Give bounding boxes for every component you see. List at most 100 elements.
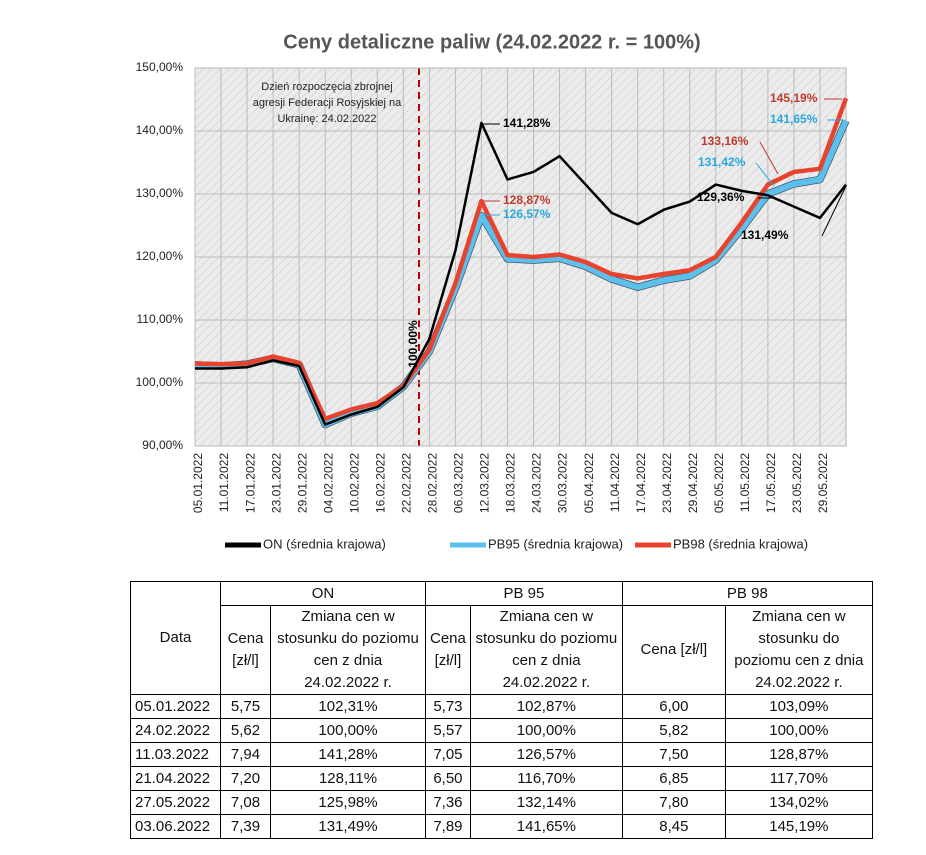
annotation: 131,49% bbox=[741, 228, 789, 242]
table-row: 03.06.2022 7,39 131,49% 7,89 141,65% 8,45 145,… bbox=[130, 814, 873, 839]
table-cell: 132,14% bbox=[469, 790, 623, 815]
y-tick-label: 150,00% bbox=[136, 60, 184, 74]
annotation: 141,28% bbox=[503, 116, 551, 130]
chart-title: Ceny detaliczne paliw (24.02.2022 r. = 1… bbox=[283, 31, 700, 53]
table-cell: 21.04.2022 bbox=[130, 766, 221, 791]
table-cell: Data bbox=[130, 581, 221, 695]
table-cell: 7,94 bbox=[220, 742, 271, 767]
x-tick-label: 23.05.2022 bbox=[790, 453, 804, 513]
table-cell: 8,45 bbox=[621, 814, 726, 839]
annotation: 145,19% bbox=[770, 91, 818, 105]
table-cell: 131,49% bbox=[270, 814, 426, 839]
annotation: 141,65% bbox=[770, 112, 818, 126]
table-cell: Cena [zł/l] bbox=[220, 605, 271, 695]
table-cell: 6,85 bbox=[621, 766, 726, 791]
x-tick-label: 29.05.2022 bbox=[816, 453, 830, 513]
table-row: 24.02.2022 5,62 100,00% 5,57 100,00% 5,82 100,… bbox=[130, 718, 873, 743]
leader-line bbox=[755, 162, 775, 187]
table-cell: 7,80 bbox=[621, 790, 726, 815]
table-cell: 102,31% bbox=[270, 694, 426, 719]
annotation: 131,42% bbox=[698, 155, 746, 169]
table-cell: PB 98 bbox=[621, 581, 873, 606]
legend-label: ON (średnia krajowa) bbox=[263, 536, 386, 551]
y-tick-label: 110,00% bbox=[137, 312, 184, 326]
x-tick-label: 18.03.2022 bbox=[504, 453, 518, 513]
table-cell: 5,75 bbox=[220, 694, 271, 719]
table-cell: 128,11% bbox=[270, 766, 426, 791]
x-tick-label: 29.01.2022 bbox=[295, 453, 309, 513]
table-cell: 100,00% bbox=[270, 718, 426, 743]
leader-line bbox=[759, 141, 779, 175]
series-line bbox=[194, 97, 849, 422]
x-tick-label: 17.01.2022 bbox=[243, 453, 257, 513]
table-row: Cena [zł/l] Zmiana cen w stosunku do pozi… bbox=[131, 605, 873, 695]
x-tick-label: 23.04.2022 bbox=[660, 453, 674, 513]
table-cell: 6,00 bbox=[621, 694, 726, 719]
table-cell: 5,62 bbox=[220, 718, 271, 743]
price-table: Data ON PB 95 PB 98 Cena [zł/l] Zmiana cen w … bbox=[130, 581, 873, 839]
annotation: 128,87% bbox=[503, 193, 551, 207]
x-tick-label: 11.04.2022 bbox=[608, 453, 622, 512]
table-cell: 102,87% bbox=[469, 694, 623, 719]
y-tick-label: 130,00% bbox=[136, 186, 184, 200]
x-tick-label: 24.03.2022 bbox=[530, 453, 544, 513]
x-tick-label: 05.05.2022 bbox=[712, 453, 726, 513]
table-cell: 145,19% bbox=[724, 814, 873, 839]
x-tick-label: 29.04.2022 bbox=[686, 453, 700, 513]
table-cell: ON bbox=[220, 581, 426, 606]
y-tick-label: 100,00% bbox=[136, 375, 184, 389]
table-cell: 5,82 bbox=[621, 718, 726, 743]
table-cell: 7,50 bbox=[621, 742, 726, 767]
x-tick-label: 16.02.2022 bbox=[373, 453, 387, 513]
table-cell: 7,39 bbox=[220, 814, 271, 839]
annotation: 126,57% bbox=[503, 207, 551, 221]
table-cell: 100,00% bbox=[469, 718, 623, 743]
leader-line bbox=[821, 185, 847, 237]
table-cell: 141,65% bbox=[469, 814, 623, 839]
table-cell: 128,87% bbox=[724, 742, 873, 767]
x-tick-label: 11.05.2022 bbox=[738, 453, 752, 512]
table-cell: 134,02% bbox=[724, 790, 873, 815]
table-cell: PB 95 bbox=[425, 581, 623, 606]
annotation: 129,36% bbox=[697, 190, 745, 204]
annotation: Dzień rozpoczęcia zbrojnej bbox=[261, 81, 392, 93]
table-row: 21.04.2022 7,20 128,11% 6,50 116,70% 6,85 117,… bbox=[130, 766, 873, 791]
table-cell: Cena [zł/l] bbox=[425, 605, 471, 695]
annotation: Ukrainę: 24.02.2022 bbox=[277, 113, 376, 125]
annotation: 100,00% bbox=[406, 320, 420, 368]
table-cell: 141,28% bbox=[270, 742, 426, 767]
x-tick-label: 05.01.2022 bbox=[191, 453, 205, 513]
table-cell: 100,00% bbox=[724, 718, 873, 743]
table-cell: 126,57% bbox=[469, 742, 623, 767]
table-cell: Zmiana cen w stosunku do poziomu cen z d… bbox=[270, 605, 426, 695]
table-cell: 6,50 bbox=[425, 766, 471, 791]
table-cell: Zmiana cen w stosunku do poziomu cen z d… bbox=[724, 605, 873, 695]
table-row: Data ON PB 95 PB 98 bbox=[130, 581, 873, 695]
table-cell: 11.03.2022 bbox=[130, 742, 221, 767]
table-cell: 125,98% bbox=[270, 790, 426, 815]
x-tick-label: 23.01.2022 bbox=[269, 453, 283, 513]
x-tick-label: 06.03.2022 bbox=[452, 453, 466, 513]
table-row: 05.01.2022 5,75 102,31% 5,73 102,87% 6,00 103,… bbox=[130, 694, 873, 719]
series-line bbox=[194, 121, 847, 426]
table-cell: 103,09% bbox=[724, 694, 873, 719]
table-cell: 7,20 bbox=[220, 766, 271, 791]
y-tick-label: 90,00% bbox=[142, 438, 183, 452]
legend-label: PB98 (średnia krajowa) bbox=[673, 536, 808, 551]
table-cell: 7,05 bbox=[425, 742, 471, 767]
x-tick-label: 11.01.2022 bbox=[217, 453, 231, 512]
table-cell: 5,57 bbox=[425, 718, 471, 743]
table-cell: 05.01.2022 bbox=[130, 694, 221, 719]
x-tick-label: 17.05.2022 bbox=[764, 453, 778, 513]
table-cell: 03.06.2022 bbox=[130, 814, 221, 839]
legend-label: PB95 (średnia krajowa) bbox=[488, 536, 623, 551]
table-cell: 116,70% bbox=[469, 766, 623, 791]
table-cell: 117,70% bbox=[724, 766, 873, 791]
table-cell: Zmiana cen w stosunku do poziomu cen z d… bbox=[469, 605, 623, 695]
x-tick-label: 17.04.2022 bbox=[634, 453, 648, 513]
table-cell: Cena [zł/l] bbox=[621, 605, 726, 695]
x-tick-label: 10.02.2022 bbox=[347, 453, 361, 513]
table-cell: 7,08 bbox=[220, 790, 271, 815]
table-row: 27.05.2022 7,08 125,98% 7,36 132,14% 7,80 134,… bbox=[130, 790, 873, 815]
